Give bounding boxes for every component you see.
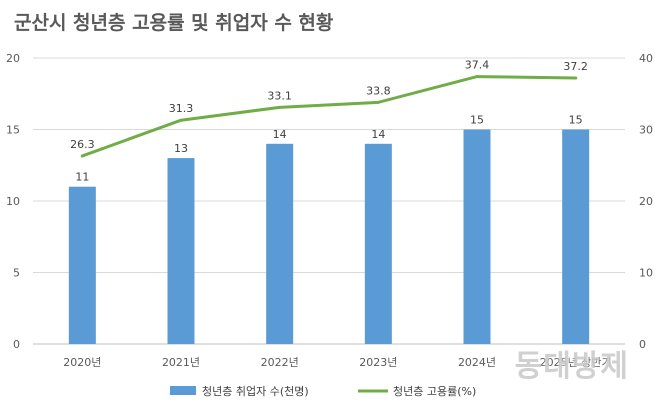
line-data-label: 37.4 <box>465 59 490 72</box>
y-left-tick-label: 0 <box>13 338 20 351</box>
bar-data-label: 14 <box>273 128 287 141</box>
y-right-tick-label: 40 <box>639 52 653 65</box>
y-right-tick-label: 20 <box>639 195 653 208</box>
bar-data-label: 15 <box>569 114 583 127</box>
x-tick-label: 2025년 상반기 <box>540 356 612 369</box>
line-point <box>574 76 578 80</box>
y-right-tick-label: 0 <box>639 338 646 351</box>
y-left-tick-label: 15 <box>6 124 20 137</box>
y-right-tick-label: 10 <box>639 267 653 280</box>
line-series <box>80 75 578 158</box>
line-point <box>475 75 479 79</box>
legend-label-line: 청년층 고용률(%) <box>393 385 476 398</box>
line-data-label: 26.3 <box>70 138 95 151</box>
line-data-label: 33.1 <box>267 89 292 102</box>
bar <box>562 129 590 344</box>
bar <box>167 158 195 344</box>
line-point <box>80 154 84 158</box>
line-data-label: 31.3 <box>169 102 194 115</box>
bar <box>364 143 392 344</box>
bar <box>68 186 96 344</box>
line-point <box>278 105 282 109</box>
x-tick-label: 2020년 <box>63 356 101 369</box>
bar-data-label: 11 <box>75 171 89 184</box>
x-tick-label: 2021년 <box>162 356 200 369</box>
y-right-tick-label: 30 <box>639 124 653 137</box>
watermark: 동대방제 <box>514 349 629 384</box>
legend-label-bar: 청년층 취업자 수(천명) <box>202 384 309 398</box>
chart-title: 군산시 청년층 고용률 및 취업자 수 현황 <box>14 12 334 34</box>
bar-data-label: 13 <box>174 142 188 155</box>
bar-data-label: 14 <box>371 128 385 141</box>
x-tick-label: 2024년 <box>458 356 496 369</box>
line-point <box>179 118 183 122</box>
legend-swatch-bar <box>170 386 196 395</box>
x-tick-label: 2023년 <box>359 356 397 369</box>
y-left-tick-label: 10 <box>6 195 20 208</box>
line-data-label: 33.8 <box>366 84 391 97</box>
bar <box>266 143 294 344</box>
bar <box>463 129 491 344</box>
x-tick-label: 2022년 <box>261 356 299 369</box>
y-left-tick-label: 5 <box>13 267 20 280</box>
y-left-tick-label: 20 <box>6 52 20 65</box>
line-point <box>376 100 380 104</box>
bar-data-label: 15 <box>470 114 484 127</box>
line-data-label: 37.2 <box>563 60 588 73</box>
